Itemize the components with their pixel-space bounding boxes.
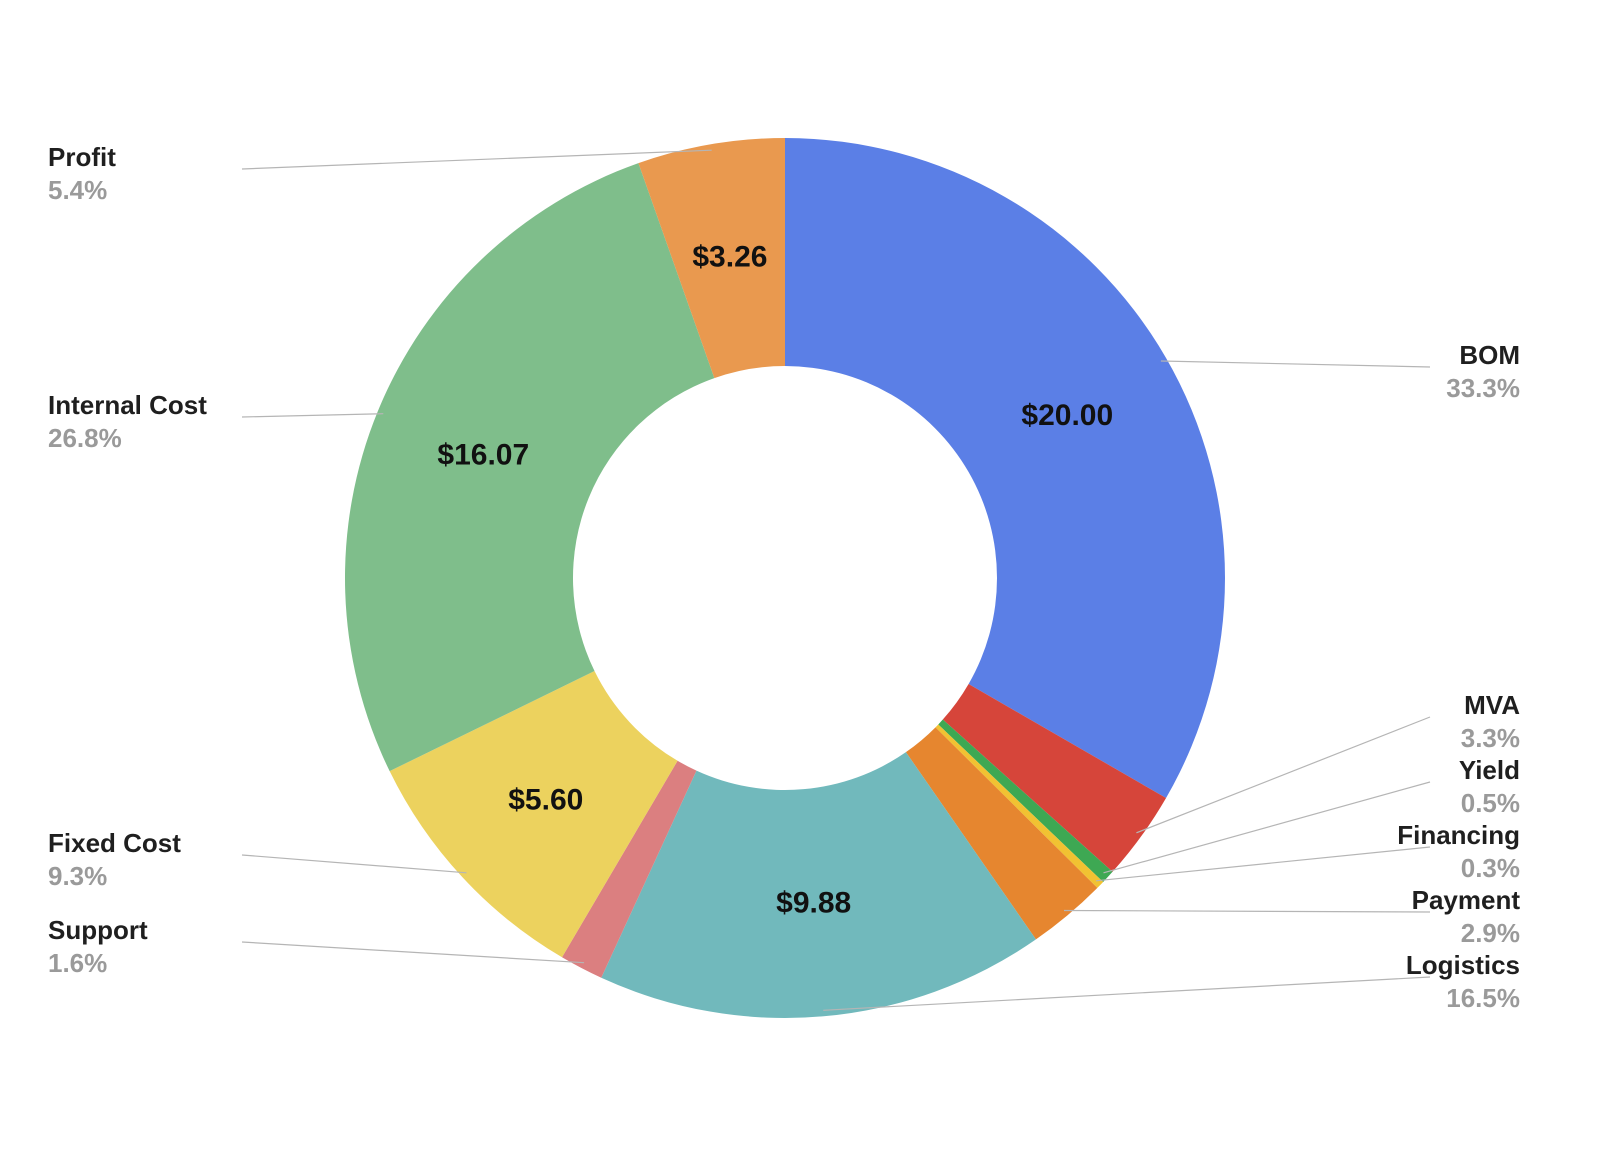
slice-internal-cost[interactable] <box>344 163 715 772</box>
leader-line-mva <box>1136 716 1431 834</box>
slice-fixed-cost[interactable] <box>389 671 678 958</box>
segment-name: Internal Cost <box>48 390 207 420</box>
segment-name: Fixed Cost <box>48 828 181 858</box>
slice-value-internal-cost: $16.07 <box>437 439 529 472</box>
segment-percent: 1.6% <box>48 948 108 978</box>
slice-value-bom: $20.00 <box>1021 399 1113 432</box>
slice-value-profit: $3.26 <box>692 241 767 274</box>
slice-value-logistics: $9.88 <box>776 887 851 920</box>
segment-label-support: Support 1.6% <box>48 914 148 980</box>
leader-line-logistics <box>823 976 1431 1011</box>
slice-financing[interactable] <box>935 724 1104 888</box>
leader-line-payment <box>1063 909 1431 913</box>
segment-percent: 5.4% <box>48 175 108 205</box>
segment-percent: 9.3% <box>48 861 108 891</box>
slice-yield[interactable] <box>938 719 1113 882</box>
segment-name: BOM <box>1459 340 1520 370</box>
segment-name: Support <box>48 915 148 945</box>
leader-line-financing <box>1095 846 1431 882</box>
slice-value-fixed-cost: $5.60 <box>508 784 583 817</box>
segment-name: Payment <box>1411 885 1520 915</box>
slice-mva[interactable] <box>942 684 1167 872</box>
segment-percent: 0.3% <box>1460 853 1520 883</box>
slice-payment[interactable] <box>905 727 1098 940</box>
segment-percent: 26.8% <box>48 423 122 453</box>
segment-label-fixed-cost: Fixed Cost 9.3% <box>48 827 181 893</box>
segment-label-logistics: Logistics 16.5% <box>1406 949 1520 1015</box>
segment-label-bom: BOM 33.3% <box>1446 339 1520 405</box>
segment-percent: 33.3% <box>1446 373 1520 403</box>
segment-name: MVA <box>1464 690 1520 720</box>
segment-name: Financing <box>1397 820 1520 850</box>
slice-support[interactable] <box>562 760 697 978</box>
slice-logistics[interactable] <box>601 752 1036 1018</box>
leader-line-yield <box>1103 781 1431 874</box>
segment-label-payment: Payment 2.9% <box>1412 884 1520 950</box>
segment-label-mva: MVA 3.3% <box>1461 689 1520 755</box>
segment-label-yield: Yield 0.5% <box>1459 754 1520 820</box>
segment-percent: 16.5% <box>1446 983 1520 1013</box>
segment-label-financing: Financing 0.3% <box>1397 819 1520 885</box>
leader-line-support <box>241 941 585 964</box>
segment-name: Logistics <box>1405 950 1520 980</box>
leader-line-fixed-cost <box>241 854 467 874</box>
leader-line-bom <box>1160 360 1431 368</box>
slice-profit[interactable] <box>638 138 785 379</box>
segment-label-internal-cost: Internal Cost 26.8% <box>48 389 207 455</box>
segment-percent: 3.3% <box>1460 723 1520 753</box>
segment-name: Profit <box>48 142 116 172</box>
segment-name: Yield <box>1458 755 1520 785</box>
slice-bom[interactable] <box>785 138 1225 798</box>
segment-percent: 2.9% <box>1460 918 1520 948</box>
segment-percent: 0.5% <box>1460 788 1520 818</box>
leader-line-internal-cost <box>241 413 384 418</box>
leader-line-profit <box>241 149 712 170</box>
segment-label-profit: Profit 5.4% <box>48 141 116 207</box>
